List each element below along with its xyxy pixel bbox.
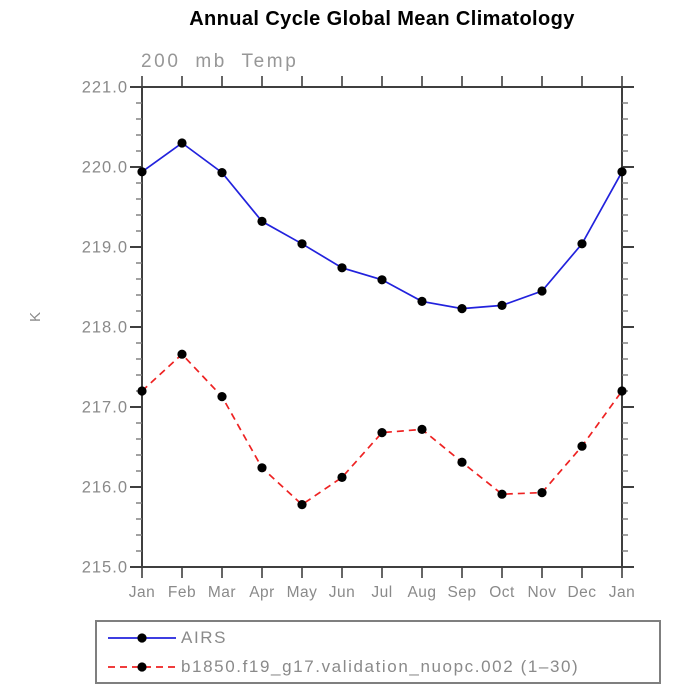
x-tick-label: Mar <box>208 584 236 601</box>
x-tick-label: Dec <box>567 584 596 601</box>
data-point-marker <box>617 386 627 396</box>
data-point-marker <box>377 275 387 285</box>
data-point-marker <box>577 239 587 249</box>
chart-subtitle: 200 mb Temp <box>141 51 299 72</box>
data-point-marker <box>217 392 227 402</box>
data-point-marker <box>417 296 427 306</box>
x-tick-label: Nov <box>527 584 556 601</box>
data-point-marker <box>177 138 187 148</box>
legend-marker <box>137 632 147 643</box>
y-tick-label: 216.0 <box>82 479 128 497</box>
data-point-marker <box>617 167 627 177</box>
data-point-marker <box>497 300 507 310</box>
data-point-marker <box>457 304 467 314</box>
data-point-marker <box>497 489 507 499</box>
data-point-marker <box>297 239 307 249</box>
y-tick-label: 217.0 <box>82 399 128 417</box>
legend-line-sample-solid <box>108 632 176 643</box>
data-point-marker <box>377 428 387 438</box>
y-tick-label: 218.0 <box>82 319 128 337</box>
y-tick-label: 219.0 <box>82 239 128 257</box>
x-tick-label: Apr <box>249 584 275 601</box>
data-point-marker <box>137 167 147 177</box>
chart-title: Annual Cycle Global Mean Climatology <box>189 8 575 30</box>
data-point-marker <box>337 472 347 482</box>
data-point-marker <box>537 488 547 498</box>
data-point-marker <box>417 424 427 434</box>
data-point-marker <box>337 263 347 273</box>
x-tick-label: Feb <box>168 584 196 601</box>
legend-label-airs: AIRS <box>181 627 228 647</box>
legend-label-model: b1850.f19_g17.validation_nuopc.002 (1–30… <box>181 656 580 676</box>
data-point-marker <box>137 386 147 396</box>
x-tick-label: Oct <box>489 584 515 601</box>
x-tick-label: Jan <box>609 584 636 601</box>
data-point-marker <box>457 457 467 467</box>
x-tick-label: Sep <box>447 584 476 601</box>
data-point-marker <box>537 286 547 296</box>
data-point-marker <box>257 216 267 226</box>
legend-entry-model: b1850.f19_g17.validation_nuopc.002 (1–30… <box>106 652 659 681</box>
plot-frame <box>141 86 623 568</box>
data-point-marker <box>217 168 227 178</box>
x-tick-label: Jul <box>371 584 392 601</box>
x-tick-label: Jun <box>329 584 356 601</box>
y-tick-label: 215.0 <box>82 559 128 577</box>
x-tick-label: Aug <box>407 584 436 601</box>
legend-line-sample-dashed <box>108 661 176 672</box>
y-tick-label: 221.0 <box>82 79 128 97</box>
y-tick-label: 220.0 <box>82 159 128 177</box>
legend-box: AIRS b1850.f19_g17.validation_nuopc.002 … <box>95 620 661 684</box>
x-tick-label: May <box>287 584 318 601</box>
legend-marker <box>137 661 147 672</box>
data-point-marker <box>577 441 587 451</box>
legend-entry-airs: AIRS <box>106 623 659 652</box>
x-tick-label: Jan <box>129 584 156 601</box>
data-point-marker <box>297 500 307 510</box>
data-point-marker <box>257 463 267 473</box>
data-point-marker <box>177 349 187 359</box>
